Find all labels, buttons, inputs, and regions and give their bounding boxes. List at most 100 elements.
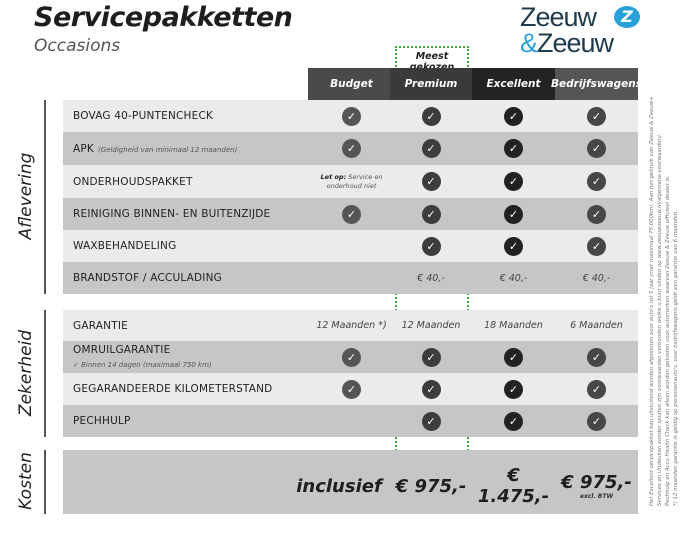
check-icon: ✓ [421, 236, 441, 256]
table-row: GARANTIE 12 Maanden *) 12 Maanden 18 Maande… [63, 310, 638, 341]
price-row: inclusief € 975,- € 1.475,- € 975,- excl. BT… [63, 450, 638, 514]
cell-budget [308, 262, 395, 294]
price-budget: inclusief [283, 450, 395, 514]
check-icon: ✓ [421, 347, 441, 367]
check-icon: ✓ [587, 139, 606, 158]
cell-budget: ✓ [308, 198, 395, 230]
check-icon: ✓ [504, 411, 523, 431]
cell-bedrijfswagens: ✓ [555, 198, 638, 230]
cell-bedrijfswagens: ✓ [555, 341, 638, 373]
row-label-text: BRANDSTOF / ACCULADING [73, 272, 222, 284]
most-chosen-badge: Meest gekozen [410, 51, 455, 73]
check-icon: ✓ [504, 204, 523, 224]
cell-budget: ✓ [308, 132, 395, 165]
cell-bedrijfswagens: € 40,- [555, 262, 638, 294]
table-row: OMRUILGARANTIE ✓ Binnen 14 dagen (maximaa… [63, 341, 638, 373]
table-row: REINIGING BINNEN- EN BUITENZIJDE ✓ ✓ ✓ ✓ [63, 198, 638, 230]
cell-budget [308, 405, 395, 437]
section-label-kosten: Kosten [16, 452, 36, 510]
row-label: ONDERHOUDSPAKKET [73, 176, 193, 188]
cell-excellent: ✓ [472, 198, 555, 230]
row-label-text: BOVAG 40-PUNTENCHECK [73, 110, 214, 122]
row-label-text: ONDERHOUDSPAKKET [73, 175, 193, 188]
row-label-text: WAXBEHANDELING [73, 240, 177, 252]
check-icon: ✓ [342, 347, 361, 367]
table-row: APK (Geldigheid van minimaal 12 maanden) ✓… [63, 132, 638, 165]
column-header-bedrijfswagens: Bedrijfswagens [551, 68, 642, 100]
check-icon: ✓ [421, 379, 441, 399]
cell-excellent: ✓ [472, 341, 555, 373]
cell-budget: ✓ [308, 341, 395, 373]
row-label-text: GARANTIE [73, 319, 128, 332]
cell-bedrijfswagens: ✓ [555, 230, 638, 262]
logo-text: &Zeeuw [520, 28, 614, 58]
table-row: BRANDSTOF / ACCULADING € 40,- € 40,- € 40,- [63, 262, 638, 294]
check-icon: ✓ [342, 139, 361, 158]
check-icon: ✓ [342, 379, 361, 399]
cell-budget [308, 230, 395, 262]
cell-premium: € 40,- [390, 262, 472, 294]
notice-body: Service en onderhoud niet [326, 172, 383, 190]
cell-premium: ✓ [390, 230, 472, 262]
price-value: inclusief [296, 475, 382, 497]
cell-value: 12 Maanden [401, 320, 461, 331]
logo-text: Zeeuw [520, 2, 597, 32]
row-label: WAXBEHANDELING [73, 240, 176, 252]
check-icon: ✓ [504, 236, 523, 256]
cell-excellent: ✓ [472, 165, 555, 198]
check-icon: ✓ [421, 172, 441, 191]
footnotes: Het Excellent-servicepakket kan uitsluit… [648, 96, 680, 506]
check-icon: ✓ [342, 106, 361, 126]
column-header-budget: Budget [308, 68, 395, 100]
row-label: BOVAG 40-PUNTENCHECK [73, 110, 213, 122]
price-bedrijfswagens: € 975,- excl. BTW [555, 450, 638, 514]
column-header-excellent: Excellent [472, 68, 555, 100]
row-label-text: OMRUILGARANTIE [73, 344, 171, 356]
table-row: BOVAG 40-PUNTENCHECK ✓ ✓ ✓ ✓ [63, 100, 638, 132]
table-row: ONDERHOUDSPAKKET Let op: Service en onder… [63, 165, 638, 198]
row-label-text: APK [73, 142, 95, 155]
cell-premium: ✓ [390, 165, 472, 198]
cell-value: € 40,- [417, 272, 445, 284]
cell-bedrijfswagens: ✓ [555, 100, 638, 132]
section-label-aflevering: Aflevering [16, 152, 36, 240]
price-wrap: € 1.475,- [472, 465, 555, 507]
cell-excellent: ✓ [472, 132, 555, 165]
section-divider-line [44, 450, 46, 514]
page-title: Servicepakketten [34, 2, 293, 33]
notice-bold: Let op: [320, 172, 347, 181]
check-icon: ✓ [587, 236, 606, 256]
check-icon: ✓ [421, 411, 441, 431]
cell-bedrijfswagens: ✓ [555, 132, 638, 165]
row-label-text: GEGARANDEERDE KILOMETERSTAND [73, 383, 273, 395]
row-label-text: PECHHULP [73, 415, 131, 427]
cell-budget: ✓ [308, 100, 395, 132]
footnote-line: Pechhulp en Accu Health Check kan alleen… [665, 175, 671, 506]
row-label-text: REINIGING BINNEN- EN BUITENZIJDE [73, 208, 271, 220]
row-label: GARANTIE [73, 320, 128, 332]
price-wrap: € 975,- [396, 476, 467, 497]
price-value: € 975,- [561, 472, 632, 493]
check-icon: ✓ [587, 347, 606, 367]
table-row: WAXBEHANDELING ✓ ✓ ✓ [63, 230, 638, 262]
cell-excellent: ✓ [472, 100, 555, 132]
cell-budget: ✓ [308, 373, 395, 405]
price-premium: € 975,- [390, 450, 472, 514]
check-icon: ✓ [504, 379, 523, 399]
check-icon: ✓ [587, 204, 606, 224]
cell-bedrijfswagens: ✓ [555, 373, 638, 405]
cell-excellent: ✓ [472, 405, 555, 437]
cell-value: € 40,- [582, 272, 611, 284]
check-icon: ✓ [587, 411, 606, 431]
cell-premium: 12 Maanden [390, 310, 472, 341]
footnote-line: *) 12 maanden garantie is geldig op pers… [673, 210, 679, 506]
check-icon: ✓ [587, 106, 606, 126]
price-value: € 1.475,- [477, 465, 550, 507]
row-label: BRANDSTOF / ACCULADING [73, 272, 222, 284]
cell-excellent: ✓ [472, 373, 555, 405]
cell-premium: ✓ [390, 132, 472, 165]
check-icon: ✓ [342, 204, 361, 224]
row-label: OMRUILGARANTIE [73, 344, 170, 356]
row-label: APK (Geldigheid van minimaal 12 maanden) [73, 143, 237, 155]
table-row: PECHHULP ✓ ✓ ✓ [63, 405, 638, 437]
